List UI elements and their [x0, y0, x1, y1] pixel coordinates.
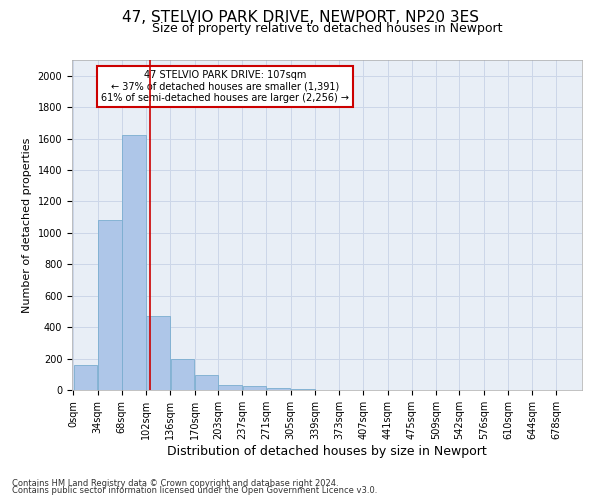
Text: 47 STELVIO PARK DRIVE: 107sqm
← 37% of detached houses are smaller (1,391)
61% o: 47 STELVIO PARK DRIVE: 107sqm ← 37% of d…	[101, 70, 349, 103]
Y-axis label: Number of detached properties: Number of detached properties	[22, 138, 32, 312]
Text: Contains public sector information licensed under the Open Government Licence v3: Contains public sector information licen…	[12, 486, 377, 495]
Bar	[195, 375, 218, 390]
Bar	[218, 384, 242, 390]
Bar	[74, 365, 97, 390]
Bar	[122, 136, 146, 390]
Text: 47, STELVIO PARK DRIVE, NEWPORT, NP20 3ES: 47, STELVIO PARK DRIVE, NEWPORT, NP20 3E…	[121, 10, 479, 25]
Bar	[146, 316, 170, 390]
Bar	[242, 386, 266, 390]
Text: Contains HM Land Registry data © Crown copyright and database right 2024.: Contains HM Land Registry data © Crown c…	[12, 478, 338, 488]
Title: Size of property relative to detached houses in Newport: Size of property relative to detached ho…	[152, 22, 502, 35]
Bar	[267, 388, 290, 390]
Bar	[170, 358, 194, 390]
Bar	[98, 220, 122, 390]
X-axis label: Distribution of detached houses by size in Newport: Distribution of detached houses by size …	[167, 444, 487, 458]
Bar	[291, 389, 314, 390]
